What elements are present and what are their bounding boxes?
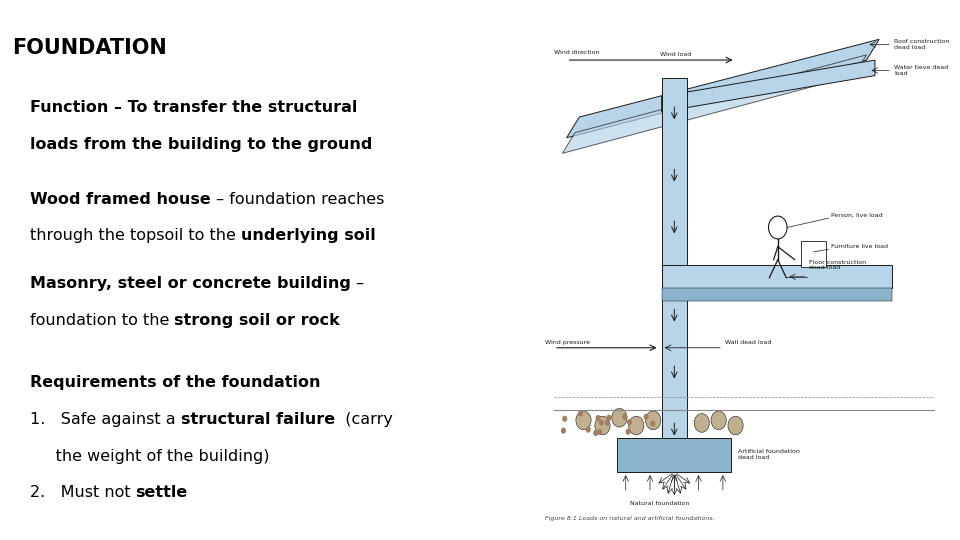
Text: Wood framed house: Wood framed house xyxy=(30,192,210,207)
Circle shape xyxy=(648,420,653,426)
Text: Wind direction: Wind direction xyxy=(554,50,599,55)
Circle shape xyxy=(579,427,585,434)
Text: 2.   Must not: 2. Must not xyxy=(30,485,135,501)
Text: loads from the building to the ground: loads from the building to the ground xyxy=(30,137,372,152)
Circle shape xyxy=(588,426,592,431)
Text: settle: settle xyxy=(135,485,188,501)
Polygon shape xyxy=(563,55,867,153)
Text: Requirements of the foundation: Requirements of the foundation xyxy=(30,375,321,390)
Circle shape xyxy=(576,429,581,435)
Text: Artificial foundation
dead load: Artificial foundation dead load xyxy=(737,449,800,460)
Polygon shape xyxy=(566,39,879,138)
Circle shape xyxy=(563,413,567,420)
Circle shape xyxy=(649,429,654,435)
Text: Natural foundation: Natural foundation xyxy=(630,501,689,505)
Circle shape xyxy=(576,411,591,430)
Circle shape xyxy=(611,430,615,436)
Circle shape xyxy=(604,423,610,429)
Circle shape xyxy=(694,414,709,432)
Polygon shape xyxy=(661,60,875,112)
Text: (carry: (carry xyxy=(335,412,393,427)
Text: Wind load: Wind load xyxy=(660,52,691,57)
Circle shape xyxy=(586,413,591,419)
Polygon shape xyxy=(661,265,892,288)
Circle shape xyxy=(591,422,596,428)
Polygon shape xyxy=(617,438,732,472)
Text: strong soil or rock: strong soil or rock xyxy=(175,313,340,328)
Text: Function – To transfer the structural: Function – To transfer the structural xyxy=(30,100,357,115)
Text: Water tieve dead
load: Water tieve dead load xyxy=(894,65,948,76)
Text: the weight of the building): the weight of the building) xyxy=(30,449,270,464)
Circle shape xyxy=(614,420,619,426)
Text: underlying soil: underlying soil xyxy=(241,228,375,244)
Text: – foundation reaches: – foundation reaches xyxy=(210,192,384,207)
Text: FOUNDATION: FOUNDATION xyxy=(12,38,167,58)
Text: Figure 8.1 Loads on natural and artificial foundations.: Figure 8.1 Loads on natural and artifici… xyxy=(545,516,715,522)
Text: foundation to the: foundation to the xyxy=(30,313,175,328)
Polygon shape xyxy=(661,288,892,301)
Text: Wind pressure: Wind pressure xyxy=(545,340,590,345)
Bar xyxy=(801,241,827,267)
Circle shape xyxy=(629,416,644,435)
Text: structural failure: structural failure xyxy=(180,412,335,427)
Text: Roof construction
dead load: Roof construction dead load xyxy=(894,39,949,50)
Circle shape xyxy=(585,423,589,430)
Circle shape xyxy=(587,429,591,435)
Text: Person, live load: Person, live load xyxy=(830,213,882,218)
Text: 1.   Safe against a: 1. Safe against a xyxy=(30,412,180,427)
Text: through the topsoil to the: through the topsoil to the xyxy=(30,228,241,244)
Circle shape xyxy=(769,216,787,239)
Text: Floor construction
dead load: Floor construction dead load xyxy=(809,260,867,271)
Circle shape xyxy=(603,426,608,431)
Text: Wall dead load: Wall dead load xyxy=(725,340,772,345)
Circle shape xyxy=(595,416,611,435)
Circle shape xyxy=(728,416,743,435)
Circle shape xyxy=(645,411,660,430)
Circle shape xyxy=(711,411,727,430)
Text: –: – xyxy=(350,276,364,292)
Text: Masonry, steel or concrete building: Masonry, steel or concrete building xyxy=(30,276,350,292)
Circle shape xyxy=(612,408,627,427)
Polygon shape xyxy=(661,78,687,459)
Text: Furniture live load: Furniture live load xyxy=(830,244,888,249)
Circle shape xyxy=(635,413,639,419)
